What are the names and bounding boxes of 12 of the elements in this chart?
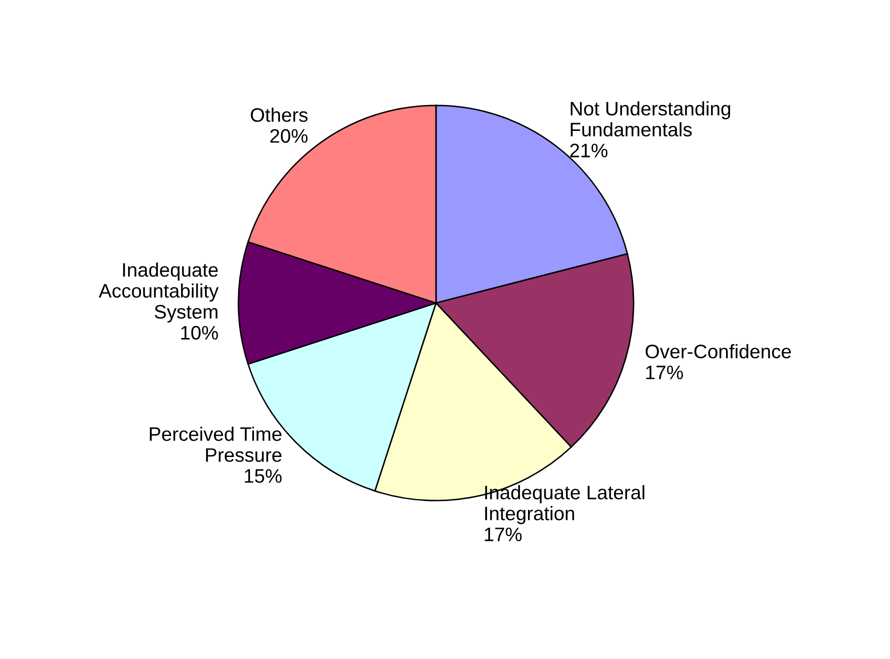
- data-label: 17%: [646, 366, 683, 380]
- slice-label: Perceived Time Pressure: [150, 426, 282, 462]
- slice-label: Over-Confidence: [646, 344, 791, 358]
- data-label: 21%: [570, 144, 608, 158]
- slice-label: Others: [250, 108, 308, 122]
- slice-label: Inadequate Lateral Integration: [485, 485, 644, 524]
- data-label: 20%: [270, 129, 308, 143]
- data-label: 17%: [484, 528, 522, 542]
- data-label: 15%: [244, 469, 282, 483]
- slice-label: Inadequate Accountability System: [98, 262, 219, 323]
- data-label: 10%: [181, 326, 218, 340]
- slice-label: Not Understanding Fundamentals: [570, 101, 730, 136]
